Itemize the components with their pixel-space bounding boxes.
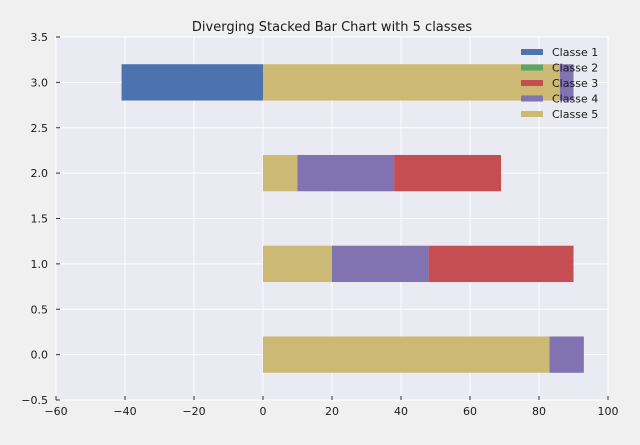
x-tick-label: 80 [532,405,546,418]
x-tick-label: 20 [325,405,339,418]
y-tick-label: 2.0 [31,167,49,180]
legend-label: Classe 4 [552,93,598,106]
legend-swatch [521,95,543,102]
y-tick-label: 3.5 [31,31,49,44]
legend-label: Classe 5 [552,108,598,121]
bar-segment [121,64,263,101]
x-tick-label: −60 [44,405,67,418]
y-tick-label: 0.5 [31,303,49,316]
legend-label: Classe 1 [552,46,598,59]
legend-swatch [521,64,543,71]
legend: Classe 1 Classe 2 Classe 3 Classe 4 Classe 5 [521,46,598,121]
bar-segment [394,154,502,192]
x-axis-ticks: −60 −40 −20 0 20 40 60 80 100 [44,396,619,418]
x-tick-label: 100 [598,405,619,418]
bar-segment [297,154,395,192]
y-tick-label: 0.0 [31,349,49,362]
legend-swatch [521,111,543,117]
bar-segment [263,64,560,101]
legend-swatch [521,80,543,86]
bar-segment [263,245,332,283]
y-tick-label: 3.0 [31,76,49,89]
legend-label: Classe 2 [552,62,598,75]
x-tick-label: −40 [113,405,136,418]
chart-title: Diverging Stacked Bar Chart with 5 class… [192,20,472,35]
y-tick-label: 1.0 [31,258,49,271]
x-tick-label: 60 [463,405,477,418]
x-tick-label: −20 [182,405,205,418]
legend-swatch [521,49,543,55]
y-tick-label: 1.5 [31,213,49,226]
y-tick-label: −0.5 [21,394,48,407]
bar-segment [549,336,584,373]
bar-segment [559,64,574,101]
bar-segment [263,154,298,192]
bars [121,64,584,373]
y-axis-ticks: −0.5 0.0 0.5 1.0 1.5 2.0 2.5 3.0 3.5 [21,31,60,407]
x-tick-label: 0 [260,405,267,418]
legend-label: Classe 3 [552,77,598,90]
bar-segment [263,336,550,373]
y-tick-label: 2.5 [31,122,49,135]
bar-segment [332,245,429,283]
x-tick-label: 40 [394,405,408,418]
bar-segment [428,245,574,283]
